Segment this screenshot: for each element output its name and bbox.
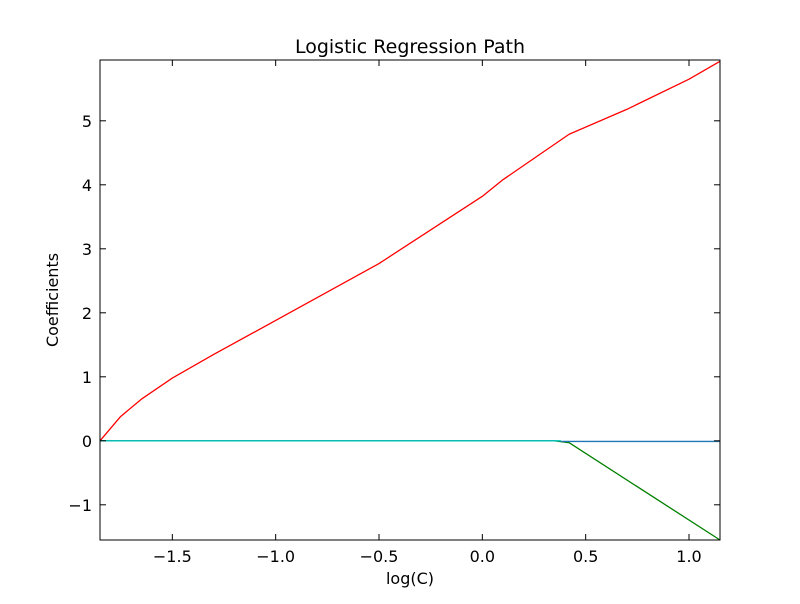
series-line-1 xyxy=(99,60,721,442)
y-tick-label: 2 xyxy=(82,304,92,323)
x-axis-label: log(C) xyxy=(386,569,434,588)
x-tick-label: 1.0 xyxy=(676,547,701,566)
x-tick-label: 0.5 xyxy=(573,547,598,566)
y-axis-label: Coefficients xyxy=(43,253,62,347)
series-line-2 xyxy=(100,440,721,541)
x-tick-label: −1.5 xyxy=(153,547,192,566)
x-tick-label: −1.0 xyxy=(256,547,295,566)
plot-frame xyxy=(99,59,721,541)
axes-layer: −1.5 −1.0 −0.5 0.0 0.5 1.0 −1 0 1 2 3 4 5 xyxy=(68,59,721,566)
y-tick-label: 0 xyxy=(82,432,92,451)
x-tick-label: −0.5 xyxy=(360,547,399,566)
y-tick-label: 3 xyxy=(82,240,92,259)
chart-title: Logistic Regression Path xyxy=(295,36,525,58)
y-tick-label: 4 xyxy=(82,176,92,195)
y-tick-label: 1 xyxy=(82,368,92,387)
series-layer xyxy=(99,60,721,541)
x-tick-label: 0.0 xyxy=(470,547,495,566)
y-tick-label: −1 xyxy=(68,496,92,515)
y-tick-label: 5 xyxy=(82,112,92,131)
